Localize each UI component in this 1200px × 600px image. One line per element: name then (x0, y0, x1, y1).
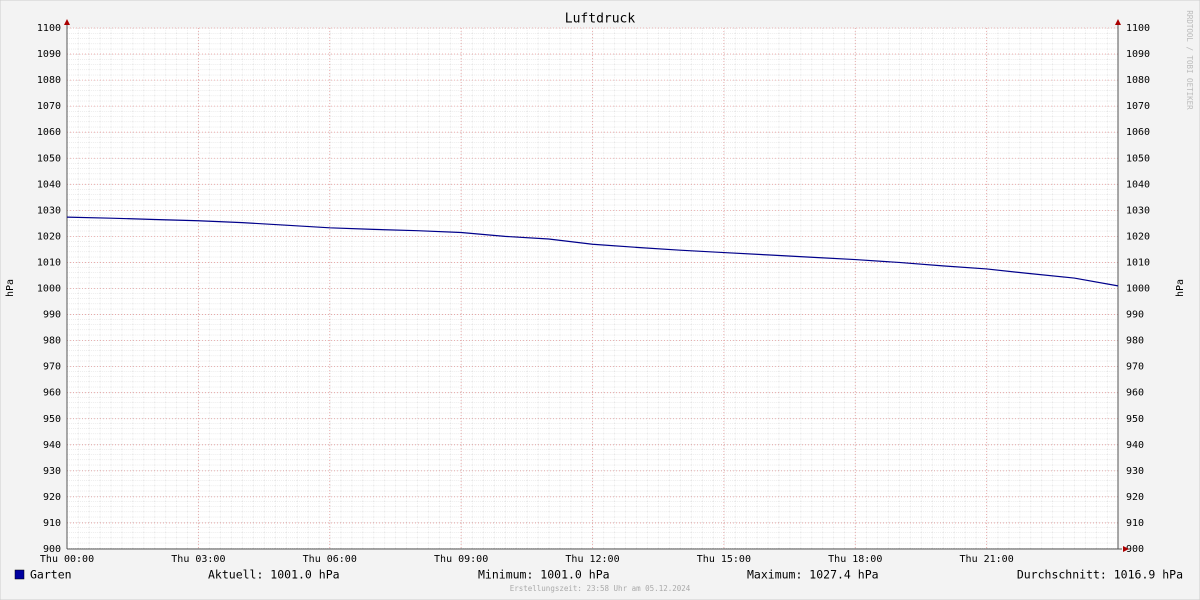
y2-tick-label: 1030 (1126, 205, 1150, 216)
x-tick-label: Thu 09:00 (434, 554, 488, 565)
y2-tick-label: 950 (1126, 414, 1144, 425)
y2-tick-label: 960 (1126, 388, 1144, 399)
y-tick-label: 1030 (37, 205, 61, 216)
y-tick-label: 1020 (37, 231, 61, 242)
y-tick-label: 960 (43, 388, 61, 399)
y2-tick-label: 1020 (1126, 231, 1150, 242)
y2-tick-label: 970 (1126, 362, 1144, 373)
chart-title: Luftdruck (565, 12, 636, 27)
x-tick-label: Thu 18:00 (828, 554, 882, 565)
x-tick-label: Thu 12:00 (565, 554, 619, 565)
legend-label: Garten (30, 568, 72, 582)
legend-swatch (14, 569, 25, 580)
y2-tick-label: 980 (1126, 336, 1144, 347)
y-tick-label: 1090 (37, 49, 61, 60)
axis-arrow (1115, 19, 1121, 25)
x-tick-label: Thu 03:00 (171, 554, 225, 565)
y-tick-label: 1040 (37, 179, 61, 190)
y2-tick-label: 930 (1126, 466, 1144, 477)
y-tick-label: 930 (43, 466, 61, 477)
y-tick-label: 950 (43, 414, 61, 425)
axis-arrow (64, 19, 70, 25)
y2-tick-label: 1000 (1126, 284, 1150, 295)
x-tick-label: Thu 15:00 (697, 554, 751, 565)
legend-stat: Aktuell: 1001.0 hPa (208, 568, 340, 582)
y-tick-label: 1000 (37, 284, 61, 295)
y2-tick-label: 1010 (1126, 257, 1150, 268)
y-tick-label: 940 (43, 440, 61, 451)
y-tick-label: 1100 (37, 23, 61, 34)
footer: Erstellungszeit: 23:58 Uhr am 05.12.2024 (510, 584, 691, 593)
x-tick-label: Thu 21:00 (960, 554, 1014, 565)
y-tick-label: 910 (43, 518, 61, 529)
y2-axis-label: hPa (1175, 279, 1186, 297)
y2-tick-label: 1080 (1126, 75, 1150, 86)
y-tick-label: 980 (43, 336, 61, 347)
y-tick-label: 1050 (37, 153, 61, 164)
y-tick-label: 920 (43, 492, 61, 503)
y2-tick-label: 1090 (1126, 49, 1150, 60)
y2-tick-label: 1070 (1126, 101, 1150, 112)
legend-stat: Maximum: 1027.4 hPa (747, 568, 879, 582)
y2-tick-label: 1100 (1126, 23, 1150, 34)
y-tick-label: 1070 (37, 101, 61, 112)
y2-tick-label: 940 (1126, 440, 1144, 451)
y2-tick-label: 1040 (1126, 179, 1150, 190)
y-tick-label: 1080 (37, 75, 61, 86)
y-tick-label: 1010 (37, 257, 61, 268)
axis-arrow (1123, 546, 1129, 552)
y-tick-label: 1060 (37, 127, 61, 138)
x-tick-label: Thu 00:00 (40, 554, 94, 565)
data-line (66, 216, 1119, 287)
y2-tick-label: 900 (1126, 544, 1144, 555)
y-axis-label: hPa (5, 279, 16, 297)
y2-tick-label: 1060 (1126, 127, 1150, 138)
y-tick-label: 970 (43, 362, 61, 373)
y-tick-label: 900 (43, 544, 61, 555)
y2-tick-label: 990 (1126, 310, 1144, 321)
y2-tick-label: 1050 (1126, 153, 1150, 164)
y2-tick-label: 910 (1126, 518, 1144, 529)
legend-stat: Minimum: 1001.0 hPa (478, 568, 610, 582)
y2-tick-label: 920 (1126, 492, 1144, 503)
y-tick-label: 990 (43, 310, 61, 321)
watermark: RRDTOOL / TOBI OETIKER (1185, 10, 1194, 110)
legend-stat: Durchschnitt: 1016.9 hPa (1017, 568, 1183, 582)
x-tick-label: Thu 06:00 (303, 554, 357, 565)
